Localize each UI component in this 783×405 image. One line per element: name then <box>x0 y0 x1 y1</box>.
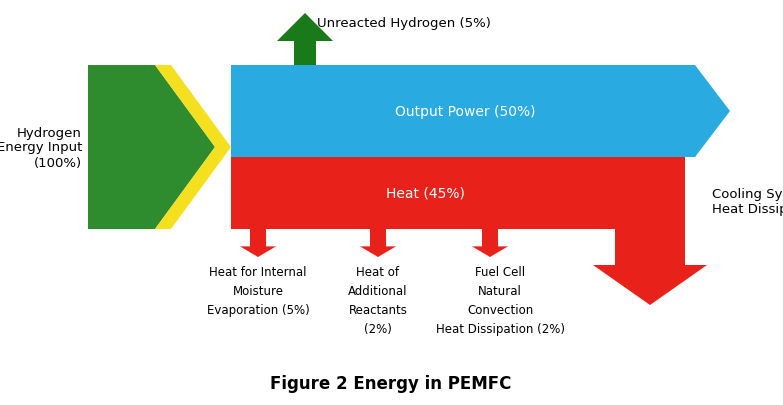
Polygon shape <box>155 66 231 230</box>
Polygon shape <box>88 66 215 230</box>
Polygon shape <box>240 230 276 257</box>
Polygon shape <box>360 230 396 257</box>
Text: Heat for Internal
Moisture
Evaporation (5%): Heat for Internal Moisture Evaporation (… <box>207 265 309 316</box>
Polygon shape <box>472 230 508 257</box>
Text: Heat (45%): Heat (45%) <box>386 187 465 200</box>
Polygon shape <box>277 14 333 66</box>
Polygon shape <box>620 158 685 230</box>
Text: Output Power (50%): Output Power (50%) <box>395 105 536 119</box>
Polygon shape <box>593 158 707 305</box>
Text: Unreacted Hydrogen (5%): Unreacted Hydrogen (5%) <box>317 17 491 30</box>
Text: Heat of
Additional
Reactants
(2%): Heat of Additional Reactants (2%) <box>348 265 408 335</box>
Polygon shape <box>231 66 730 158</box>
Text: Cooling System
Heat Dissipation: Cooling System Heat Dissipation <box>712 188 783 215</box>
Text: Fuel Cell
Natural
Convection
Heat Dissipation (2%): Fuel Cell Natural Convection Heat Dissip… <box>435 265 565 335</box>
Text: Hydrogen
Energy Input
(100%): Hydrogen Energy Input (100%) <box>0 126 82 169</box>
Polygon shape <box>231 158 620 230</box>
Text: Figure 2 Energy in PEMFC: Figure 2 Energy in PEMFC <box>270 374 511 392</box>
